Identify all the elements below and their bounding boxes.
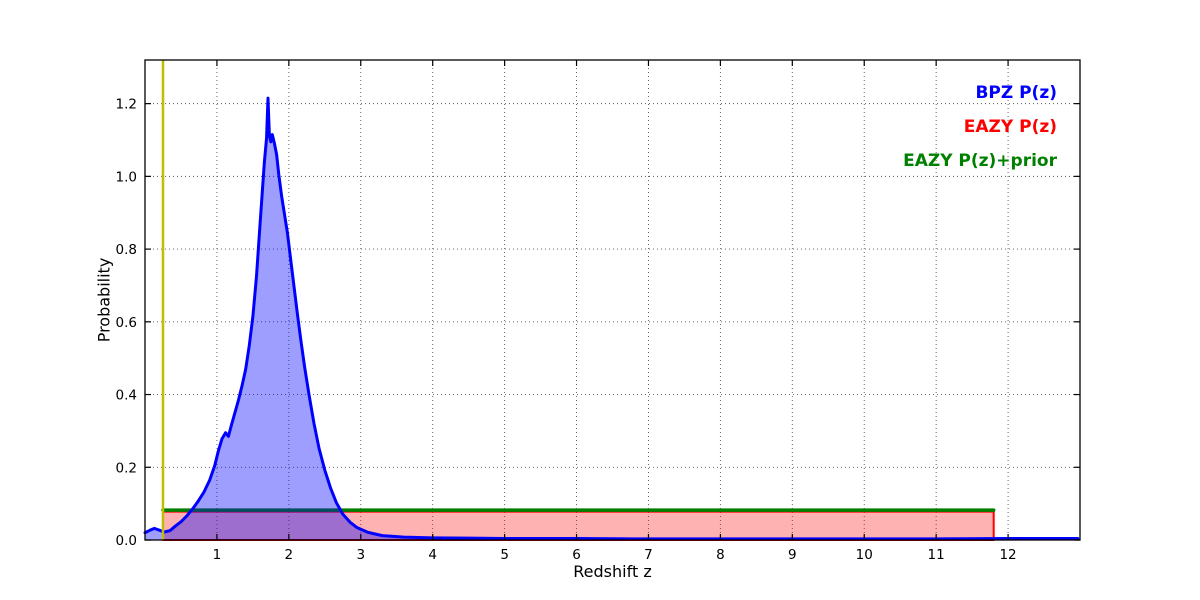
legend-item-eazy-prior: EAZY P(z)+prior bbox=[903, 144, 1057, 178]
svg-text:6: 6 bbox=[572, 547, 581, 563]
x-axis-label: Redshift z bbox=[573, 562, 652, 581]
svg-text:11: 11 bbox=[928, 547, 945, 563]
svg-text:8: 8 bbox=[716, 547, 725, 563]
svg-text:7: 7 bbox=[644, 547, 653, 563]
y-axis-label: Probability bbox=[94, 257, 114, 343]
svg-text:10: 10 bbox=[856, 547, 873, 563]
svg-text:0.0: 0.0 bbox=[116, 533, 137, 549]
legend-entry-eazy-label: EAZY P(z) bbox=[963, 117, 1057, 137]
svg-text:2: 2 bbox=[285, 547, 294, 563]
svg-text:9: 9 bbox=[788, 547, 797, 563]
svg-text:0.8: 0.8 bbox=[116, 242, 137, 258]
legend-item-bpz: BPZ P(z) bbox=[903, 76, 1057, 110]
legend-entry-bpz-label: BPZ P(z) bbox=[975, 83, 1057, 103]
legend: BPZ P(z) EAZY P(z) EAZY P(z)+prior bbox=[903, 76, 1057, 178]
svg-text:1.0: 1.0 bbox=[116, 169, 137, 185]
svg-text:1: 1 bbox=[213, 547, 222, 563]
svg-text:4: 4 bbox=[428, 547, 437, 563]
svg-text:0.6: 0.6 bbox=[116, 315, 137, 331]
svg-text:1.2: 1.2 bbox=[116, 97, 137, 113]
svg-text:3: 3 bbox=[356, 547, 365, 563]
svg-text:0.2: 0.2 bbox=[116, 460, 137, 476]
legend-entry-eazy-prior-label: EAZY P(z)+prior bbox=[903, 151, 1057, 171]
svg-text:0.4: 0.4 bbox=[116, 388, 137, 404]
legend-item-eazy: EAZY P(z) bbox=[903, 110, 1057, 144]
svg-text:12: 12 bbox=[999, 547, 1016, 563]
svg-text:5: 5 bbox=[500, 547, 509, 563]
